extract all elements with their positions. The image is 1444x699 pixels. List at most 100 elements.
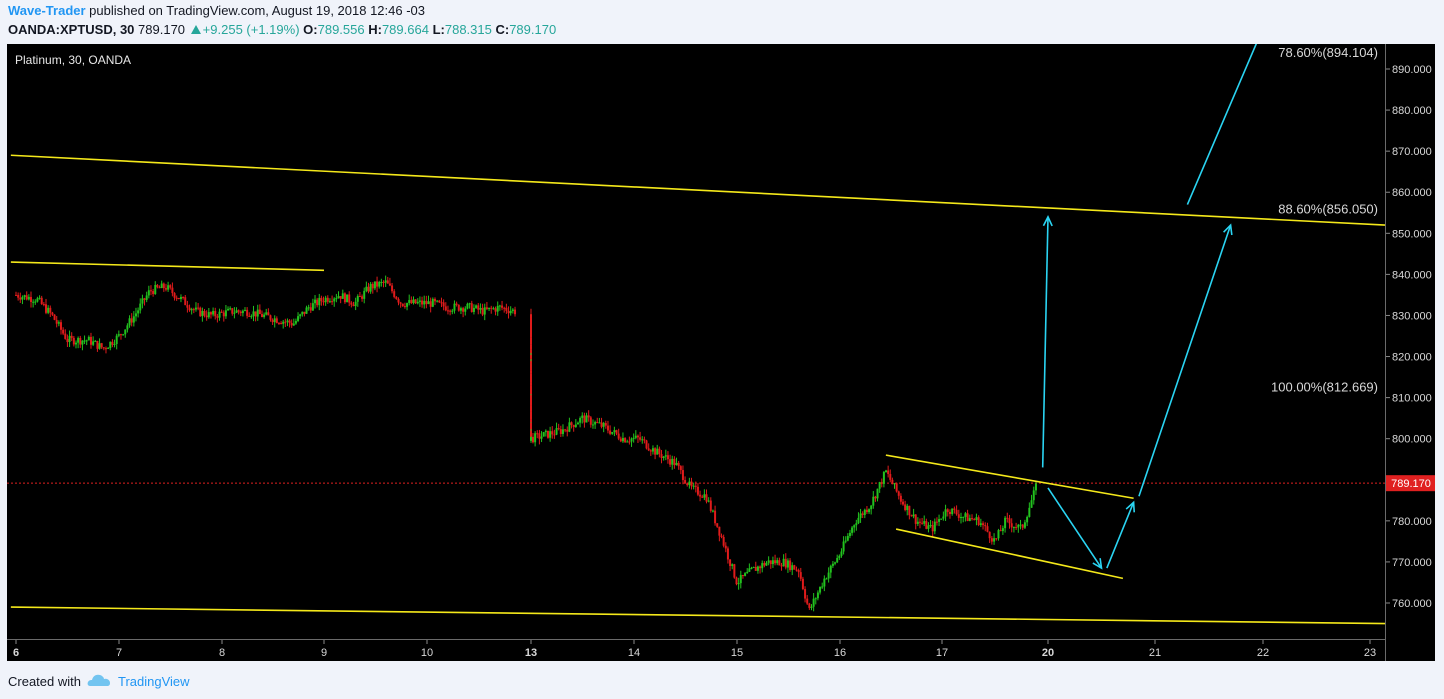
trendline[interactable]	[885, 454, 1134, 500]
candle-body	[177, 297, 180, 299]
candle-body	[530, 431, 532, 441]
candle-body	[621, 438, 624, 442]
candle-body	[451, 310, 454, 312]
arrow[interactable]	[1186, 44, 1268, 205]
candle-body	[320, 297, 323, 302]
candle-body	[227, 308, 230, 311]
candle-body	[656, 448, 659, 455]
candle-body	[207, 312, 210, 318]
candle-body	[724, 545, 727, 549]
candle-body	[481, 307, 484, 315]
candle-body	[485, 307, 488, 310]
candle-body	[1023, 522, 1026, 528]
candle-body	[916, 521, 919, 524]
candle-body	[703, 494, 706, 498]
candle-body	[641, 439, 644, 441]
candle-body	[816, 592, 819, 599]
last-price-tag: 789.170	[1386, 475, 1435, 492]
candle-body	[470, 303, 473, 312]
candle-body	[1012, 527, 1015, 529]
candle-body	[194, 307, 197, 310]
trendline[interactable]	[10, 154, 1386, 226]
candle-body	[205, 315, 208, 318]
candle-body	[496, 305, 499, 312]
candle-body	[17, 295, 20, 298]
y-tick-label: 830.000	[1392, 310, 1432, 322]
candle-body	[718, 526, 721, 536]
candle-body	[1008, 518, 1011, 524]
candle-body	[731, 564, 734, 566]
candle-body	[576, 422, 579, 425]
x-tick-label: 8	[219, 647, 225, 659]
candle-body	[938, 519, 941, 522]
y-tick-label: 850.000	[1392, 228, 1432, 240]
candle-body	[15, 294, 17, 296]
candle-body	[371, 283, 374, 289]
candle-body	[294, 320, 297, 324]
candle-body	[89, 336, 92, 345]
candle-body	[139, 303, 142, 311]
trendline[interactable]	[10, 261, 325, 272]
candle-body	[421, 300, 424, 305]
candle-body	[384, 280, 387, 283]
candle-body	[303, 311, 306, 314]
candle-body	[273, 318, 276, 323]
candle-body	[887, 470, 890, 475]
candle-body	[763, 563, 766, 566]
plot-area[interactable]	[7, 44, 1386, 625]
candle-body	[720, 535, 723, 538]
candle-body	[1004, 517, 1007, 529]
time-axis[interactable]: 6 7 8 9 10 13 14 15 16 17 20 21 22 23	[13, 640, 1376, 659]
candle-body	[786, 560, 789, 568]
trendlines[interactable]	[10, 154, 1386, 625]
candle-body	[55, 319, 58, 324]
author-link[interactable]: Wave-Trader	[8, 3, 86, 18]
arrow[interactable]	[1138, 223, 1233, 497]
trendline[interactable]	[10, 606, 1386, 625]
price-chart[interactable]: 890.000 880.000 870.000 860.000 850.000 840.0…	[7, 44, 1435, 661]
candle-body	[1032, 490, 1035, 501]
candle-body	[776, 560, 779, 564]
candle-body	[801, 578, 804, 590]
arrow[interactable]	[1106, 500, 1136, 569]
candle-body	[494, 308, 497, 312]
candle-body	[352, 304, 355, 307]
candle-body	[509, 310, 512, 314]
candle-body	[942, 516, 945, 519]
price-axis[interactable]: 890.000 880.000 870.000 860.000 850.000 840.0…	[1386, 64, 1432, 610]
trendline[interactable]	[895, 528, 1124, 580]
candle-body	[171, 287, 174, 294]
candle-body	[1028, 507, 1031, 517]
candle-body	[814, 598, 817, 600]
y-tick-label: 840.000	[1392, 269, 1432, 281]
candle-body	[688, 481, 691, 486]
candle-body	[557, 428, 560, 430]
candle-body	[378, 281, 381, 287]
candle-body	[220, 311, 223, 313]
tradingview-link[interactable]: TradingView	[118, 674, 190, 689]
candle-body	[162, 283, 165, 289]
candle-body	[260, 314, 263, 317]
candle-body	[946, 509, 949, 512]
candle-body	[999, 530, 1002, 532]
candle-body	[403, 306, 406, 308]
candle-body	[237, 310, 240, 312]
candle-body	[957, 514, 960, 518]
candle-body	[971, 518, 974, 520]
candle-body	[53, 314, 56, 320]
arrow[interactable]	[1041, 215, 1053, 468]
candle-body	[1026, 516, 1029, 523]
candle-body	[386, 280, 389, 284]
candle-body	[1015, 527, 1018, 529]
candle-body	[863, 509, 866, 515]
candle-body	[361, 296, 364, 299]
candle-body	[812, 598, 815, 607]
arrow[interactable]	[1047, 487, 1103, 570]
candle-body	[649, 450, 652, 452]
projection-arrows[interactable]	[1041, 44, 1269, 570]
tradingview-logo-icon[interactable]	[87, 672, 113, 688]
candle-body	[203, 310, 206, 316]
candle-body	[109, 341, 112, 348]
candle-body	[42, 304, 45, 306]
candle-body	[951, 508, 954, 514]
